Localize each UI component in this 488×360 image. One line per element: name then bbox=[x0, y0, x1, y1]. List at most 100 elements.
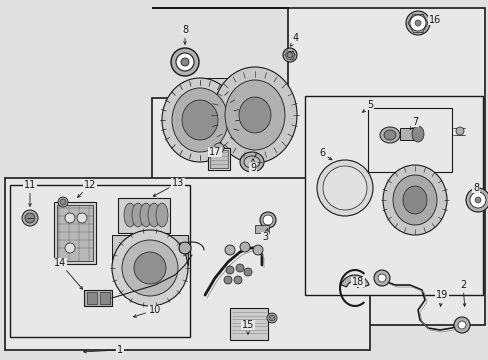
Bar bbox=[367, 108, 451, 172]
Ellipse shape bbox=[244, 268, 251, 276]
Text: 3: 3 bbox=[262, 229, 267, 242]
Text: 15: 15 bbox=[242, 320, 254, 334]
Ellipse shape bbox=[214, 143, 224, 153]
Ellipse shape bbox=[402, 186, 426, 214]
Ellipse shape bbox=[465, 188, 488, 212]
Text: 5: 5 bbox=[362, 100, 372, 112]
Ellipse shape bbox=[134, 252, 165, 284]
Ellipse shape bbox=[58, 197, 68, 207]
Ellipse shape bbox=[162, 78, 238, 162]
Ellipse shape bbox=[268, 315, 274, 321]
Text: 8: 8 bbox=[182, 25, 188, 44]
Ellipse shape bbox=[373, 270, 389, 286]
Text: 11: 11 bbox=[24, 180, 36, 206]
Bar bbox=[305, 96, 482, 295]
Ellipse shape bbox=[239, 97, 270, 133]
Ellipse shape bbox=[252, 245, 263, 255]
Ellipse shape bbox=[181, 58, 189, 66]
PathPatch shape bbox=[152, 8, 484, 325]
Ellipse shape bbox=[122, 240, 178, 296]
Ellipse shape bbox=[379, 127, 399, 143]
Ellipse shape bbox=[377, 274, 385, 282]
Ellipse shape bbox=[234, 276, 242, 284]
Bar bbox=[399, 128, 417, 140]
Ellipse shape bbox=[382, 165, 446, 235]
Ellipse shape bbox=[77, 213, 87, 223]
Ellipse shape bbox=[132, 203, 143, 227]
Ellipse shape bbox=[455, 127, 463, 135]
Text: 18: 18 bbox=[351, 277, 364, 288]
Text: 14: 14 bbox=[54, 258, 82, 289]
Bar bbox=[57, 205, 93, 261]
Ellipse shape bbox=[323, 166, 366, 210]
Ellipse shape bbox=[453, 317, 469, 333]
Ellipse shape bbox=[65, 243, 75, 253]
Text: 1: 1 bbox=[83, 345, 123, 355]
Bar bbox=[229, 308, 267, 340]
Ellipse shape bbox=[240, 242, 249, 252]
Text: 13: 13 bbox=[153, 178, 184, 196]
Ellipse shape bbox=[266, 313, 276, 323]
PathPatch shape bbox=[5, 178, 369, 350]
Text: 2: 2 bbox=[459, 280, 465, 306]
Ellipse shape bbox=[25, 213, 35, 223]
Text: 9: 9 bbox=[249, 159, 256, 173]
Bar bbox=[204, 78, 260, 153]
Bar bbox=[254, 225, 268, 233]
Ellipse shape bbox=[22, 210, 38, 226]
Ellipse shape bbox=[140, 203, 152, 227]
Text: 8: 8 bbox=[472, 183, 478, 193]
Ellipse shape bbox=[176, 53, 194, 71]
Wedge shape bbox=[340, 275, 368, 287]
Ellipse shape bbox=[182, 100, 218, 140]
Bar bbox=[10, 185, 190, 337]
Bar bbox=[87, 292, 97, 304]
Bar bbox=[209, 150, 227, 168]
Ellipse shape bbox=[156, 203, 168, 227]
Ellipse shape bbox=[224, 276, 231, 284]
Ellipse shape bbox=[148, 203, 160, 227]
Text: 10: 10 bbox=[133, 305, 161, 318]
Ellipse shape bbox=[286, 52, 292, 58]
Ellipse shape bbox=[392, 175, 436, 225]
Ellipse shape bbox=[112, 230, 187, 306]
Ellipse shape bbox=[65, 213, 75, 223]
Ellipse shape bbox=[172, 88, 227, 152]
Text: 6: 6 bbox=[318, 148, 331, 160]
Ellipse shape bbox=[124, 203, 136, 227]
Text: 7: 7 bbox=[409, 117, 417, 130]
Text: 16: 16 bbox=[428, 15, 440, 25]
Text: 12: 12 bbox=[78, 180, 96, 197]
Ellipse shape bbox=[457, 321, 465, 329]
Ellipse shape bbox=[411, 126, 423, 142]
Ellipse shape bbox=[179, 242, 191, 254]
Text: 4: 4 bbox=[290, 33, 299, 46]
Ellipse shape bbox=[469, 192, 485, 208]
Ellipse shape bbox=[244, 156, 260, 168]
Bar bbox=[118, 198, 170, 233]
Ellipse shape bbox=[316, 160, 372, 216]
Bar bbox=[54, 202, 96, 264]
Bar bbox=[84, 290, 112, 306]
Ellipse shape bbox=[383, 130, 395, 140]
Ellipse shape bbox=[60, 199, 66, 205]
Bar bbox=[112, 235, 187, 265]
Bar bbox=[207, 148, 229, 170]
Ellipse shape bbox=[405, 11, 429, 35]
Ellipse shape bbox=[409, 15, 425, 31]
Ellipse shape bbox=[263, 215, 272, 225]
Text: 19: 19 bbox=[435, 290, 447, 306]
Ellipse shape bbox=[224, 245, 235, 255]
Ellipse shape bbox=[414, 20, 420, 26]
Ellipse shape bbox=[283, 48, 296, 62]
Ellipse shape bbox=[213, 67, 296, 163]
Ellipse shape bbox=[474, 197, 480, 203]
Bar bbox=[100, 292, 110, 304]
Ellipse shape bbox=[260, 212, 275, 228]
Ellipse shape bbox=[240, 152, 264, 172]
Text: 17: 17 bbox=[208, 147, 221, 157]
Ellipse shape bbox=[225, 266, 234, 274]
Ellipse shape bbox=[171, 48, 199, 76]
Ellipse shape bbox=[236, 264, 244, 272]
Ellipse shape bbox=[224, 80, 285, 150]
